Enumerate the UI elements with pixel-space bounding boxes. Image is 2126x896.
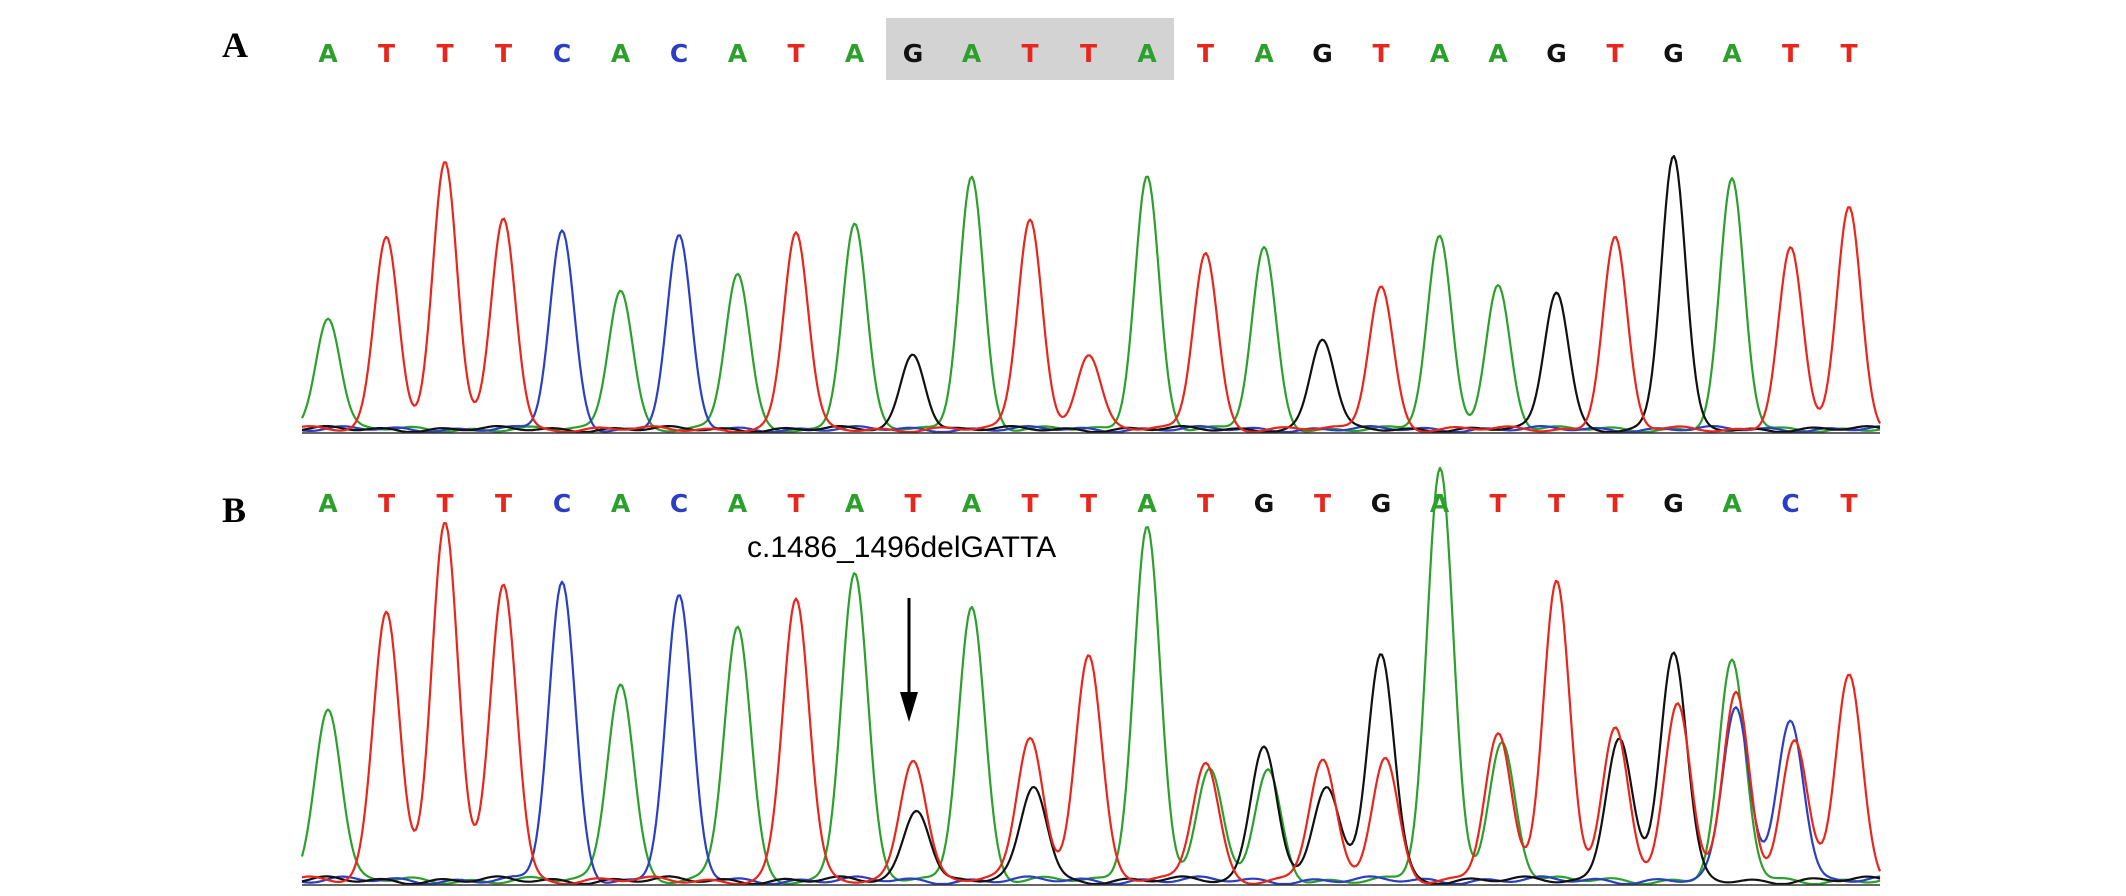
trace-g bbox=[301, 651, 1881, 886]
deletion-annotation: c.1486_1496delGATTA bbox=[747, 531, 1056, 564]
trace-g bbox=[301, 154, 1881, 434]
panel-b-label: B bbox=[222, 490, 246, 530]
trace-c bbox=[301, 580, 1881, 886]
base-call: T bbox=[378, 39, 395, 68]
base-call: T bbox=[787, 39, 804, 68]
base-call: A bbox=[845, 489, 865, 518]
deletion-arrow bbox=[900, 598, 918, 722]
base-call: T bbox=[787, 489, 804, 518]
trace-t bbox=[301, 521, 1882, 886]
base-call: C bbox=[670, 489, 688, 518]
base-call: T bbox=[436, 39, 453, 68]
base-call: T bbox=[1080, 39, 1097, 68]
base-call: T bbox=[1021, 39, 1038, 68]
base-call: A bbox=[611, 489, 631, 518]
base-call: A bbox=[1488, 39, 1508, 68]
base-call: A bbox=[1722, 489, 1742, 518]
base-call: A bbox=[962, 489, 982, 518]
base-call: C bbox=[670, 39, 688, 68]
base-call: T bbox=[1197, 489, 1214, 518]
base-call: A bbox=[1254, 39, 1274, 68]
trace-t bbox=[301, 161, 1881, 434]
arrow-head bbox=[900, 692, 918, 722]
base-call: T bbox=[1489, 489, 1506, 518]
base-call: T bbox=[1840, 489, 1857, 518]
base-call: T bbox=[1314, 489, 1331, 518]
base-call: A bbox=[318, 489, 338, 518]
panel-b-chromatogram: B c.1486_1496delGATTA A T T T C A C A T A T A T T A T G T… bbox=[222, 466, 1882, 886]
trace-a bbox=[301, 175, 1881, 434]
base-call: T bbox=[1197, 39, 1214, 68]
base-call: T bbox=[495, 489, 512, 518]
base-call: T bbox=[495, 39, 512, 68]
base-call: A bbox=[1137, 39, 1157, 68]
panel-a-label: A bbox=[222, 25, 248, 65]
base-call: A bbox=[318, 39, 338, 68]
base-call: T bbox=[1021, 489, 1038, 518]
base-call: T bbox=[1606, 489, 1623, 518]
base-call: G bbox=[1312, 39, 1333, 68]
base-call: T bbox=[1840, 39, 1857, 68]
base-call: A bbox=[728, 489, 748, 518]
base-call: T bbox=[436, 489, 453, 518]
base-call: T bbox=[1548, 489, 1565, 518]
trace-c bbox=[301, 229, 1881, 434]
base-call: T bbox=[1372, 39, 1389, 68]
base-call: G bbox=[903, 39, 924, 68]
base-call: T bbox=[1080, 489, 1097, 518]
base-call: T bbox=[1782, 39, 1799, 68]
base-call: A bbox=[1430, 39, 1450, 68]
base-call: T bbox=[378, 489, 395, 518]
base-call: G bbox=[1254, 489, 1275, 518]
base-call: A bbox=[1722, 39, 1742, 68]
base-call: A bbox=[1137, 489, 1157, 518]
base-call: C bbox=[553, 39, 571, 68]
base-call: T bbox=[1606, 39, 1623, 68]
base-call: G bbox=[1546, 39, 1567, 68]
base-call: A bbox=[611, 39, 631, 68]
base-call: T bbox=[904, 489, 921, 518]
base-call: A bbox=[845, 39, 865, 68]
base-call: C bbox=[553, 489, 571, 518]
base-call: A bbox=[962, 39, 982, 68]
base-call: C bbox=[1781, 489, 1799, 518]
highlighted-region bbox=[886, 18, 1174, 80]
base-call: G bbox=[1371, 489, 1392, 518]
base-call: G bbox=[1663, 489, 1684, 518]
base-call: G bbox=[1663, 39, 1684, 68]
base-call: A bbox=[728, 39, 748, 68]
